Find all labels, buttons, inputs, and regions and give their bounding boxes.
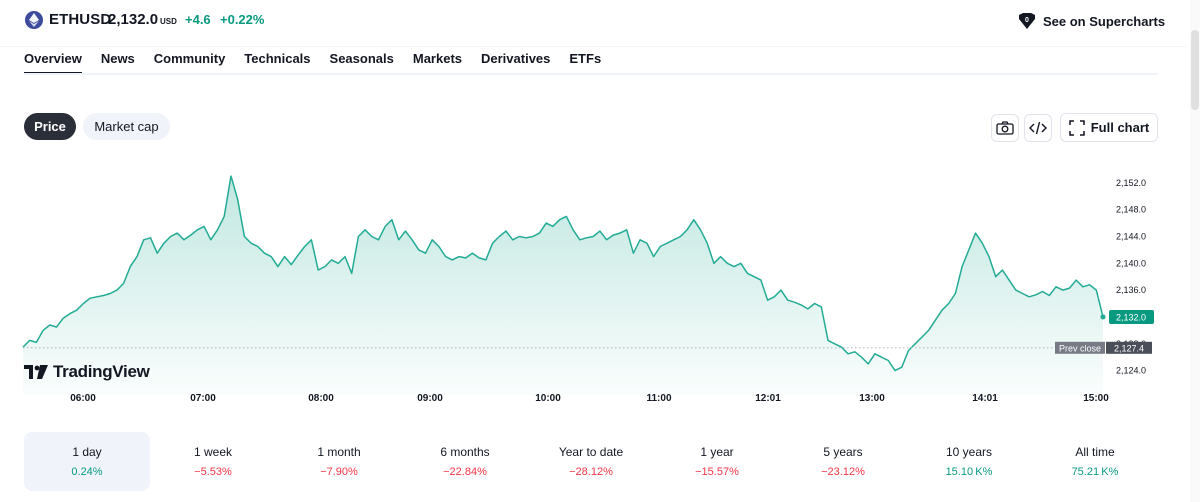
- period-label: 1 day: [72, 445, 102, 459]
- code-icon: [1029, 121, 1047, 135]
- tab-seasonals[interactable]: Seasonals: [329, 51, 394, 66]
- period-label: Year to date: [558, 445, 624, 459]
- period-1-week[interactable]: 1 week −5.53%: [150, 432, 276, 491]
- tab-bar: Overview News Community Technicals Seaso…: [24, 51, 620, 74]
- tradingview-logo: TradingView: [24, 362, 150, 382]
- period-year-to-date[interactable]: Year to date −28.12%: [528, 432, 654, 491]
- ethereum-icon: [25, 11, 43, 29]
- prev-close-label: Prev close: [1059, 343, 1101, 353]
- header-divider: [0, 46, 1186, 47]
- price-toggle-button[interactable]: Price: [24, 113, 76, 140]
- x-tick-label: 12:01: [755, 393, 781, 404]
- expand-icon: [1068, 119, 1085, 136]
- price-change-percent: +0.22%: [220, 12, 265, 27]
- period-label: All time: [1075, 445, 1115, 459]
- scrollbar-thumb[interactable]: [1191, 30, 1199, 110]
- last-price-dot: [1100, 314, 1106, 320]
- period-change: −7.90%: [320, 466, 358, 478]
- x-tick-label: 14:01: [972, 393, 998, 404]
- prev-close-tag: [1055, 341, 1105, 354]
- period-label: 1 year: [700, 445, 734, 459]
- tab-underline: [24, 73, 1158, 75]
- last-price: 2,132.0: [108, 11, 159, 28]
- supercharts-label: See on Supercharts: [1043, 13, 1166, 29]
- period-change: −22.84%: [443, 466, 487, 478]
- period-change: −15.57%: [695, 466, 739, 478]
- snapshot-button[interactable]: [991, 114, 1019, 142]
- camera-icon: [996, 121, 1014, 135]
- period-5-years[interactable]: 5 years −23.12%: [780, 432, 906, 491]
- period-change: −23.12%: [821, 466, 865, 478]
- period-1-year[interactable]: 1 year −15.57%: [654, 432, 780, 491]
- y-tick-label: 2,152.0: [1116, 178, 1146, 188]
- x-tick-label: 09:00: [417, 393, 443, 404]
- svg-text:0: 0: [1025, 17, 1029, 24]
- symbol-name: ETHUSD: [49, 11, 112, 28]
- performance-periods: 1 day 0.24% 1 week −5.53% 1 month −7.90%…: [24, 432, 1158, 491]
- embed-code-button[interactable]: [1024, 114, 1052, 142]
- full-chart-button[interactable]: Full chart: [1060, 113, 1158, 142]
- period-label: 1 month: [317, 445, 361, 459]
- period-change: 75.21 K%: [1071, 466, 1119, 478]
- supercharts-icon: 0: [1019, 13, 1035, 29]
- prev-close-value: 2,127.4: [1114, 343, 1144, 353]
- period-1-day[interactable]: 1 day 0.24%: [24, 432, 150, 491]
- period-1-month[interactable]: 1 month −7.90%: [276, 432, 402, 491]
- tab-etfs[interactable]: ETFs: [569, 51, 602, 66]
- x-tick-label: 07:00: [190, 393, 216, 404]
- price-chart[interactable]: 2,152.02,148.02,144.02,140.02,136.02,128…: [0, 150, 1200, 415]
- tab-community[interactable]: Community: [153, 51, 226, 66]
- price-area-fill: [23, 176, 1103, 396]
- market-cap-toggle-button[interactable]: Market cap: [83, 113, 170, 140]
- period-change: 0.24%: [71, 466, 103, 478]
- last-price-tag: [1109, 309, 1154, 324]
- period-label: 5 years: [823, 445, 863, 459]
- price-change: +4.6: [185, 12, 211, 27]
- period-10-years[interactable]: 10 years 15.10 K%: [906, 432, 1032, 491]
- tab-technicals[interactable]: Technicals: [244, 51, 311, 66]
- prev-close-value-tag: [1106, 341, 1152, 354]
- period-change: 15.10 K%: [945, 466, 993, 478]
- y-tick-label: 2,144.0: [1116, 231, 1146, 241]
- tab-overview[interactable]: Overview: [24, 51, 82, 74]
- scrollbar-track[interactable]: [1190, 0, 1200, 502]
- x-tick-label: 08:00: [308, 393, 334, 404]
- last-price-tag-label: 2,132.0: [1116, 312, 1146, 322]
- tab-markets[interactable]: Markets: [412, 51, 462, 66]
- full-chart-label: Full chart: [1090, 120, 1150, 135]
- period-change: −28.12%: [569, 466, 613, 478]
- price-line: [22, 175, 1104, 372]
- x-tick-label: 13:00: [859, 393, 885, 404]
- period-label: 6 months: [440, 445, 490, 459]
- x-tick-label: 10:00: [535, 393, 561, 404]
- period-6-months[interactable]: 6 months −22.84%: [402, 432, 528, 491]
- tradingview-logo-text: TradingView: [53, 362, 150, 381]
- period-label: 10 years: [945, 445, 993, 459]
- tab-derivatives[interactable]: Derivatives: [481, 51, 551, 66]
- y-tick-label: 2,136.0: [1116, 285, 1146, 295]
- tab-news[interactable]: News: [100, 51, 135, 66]
- x-tick-label: 06:00: [70, 393, 96, 404]
- see-on-supercharts-button[interactable]: 0 See on Supercharts: [1017, 10, 1165, 32]
- period-label: 1 week: [193, 445, 233, 459]
- currency-label: USD: [160, 17, 177, 26]
- y-tick-label: 2,124.0: [1116, 366, 1146, 376]
- y-tick-label: 2,140.0: [1116, 258, 1146, 268]
- y-tick-label: 2,148.0: [1116, 205, 1146, 215]
- x-tick-label: 15:00: [1083, 393, 1109, 404]
- x-tick-label: 11:00: [646, 393, 671, 404]
- period-all-time[interactable]: All time 75.21 K%: [1032, 432, 1158, 491]
- tradingview-logo-icon: [24, 365, 48, 379]
- period-change: −5.53%: [194, 466, 232, 478]
